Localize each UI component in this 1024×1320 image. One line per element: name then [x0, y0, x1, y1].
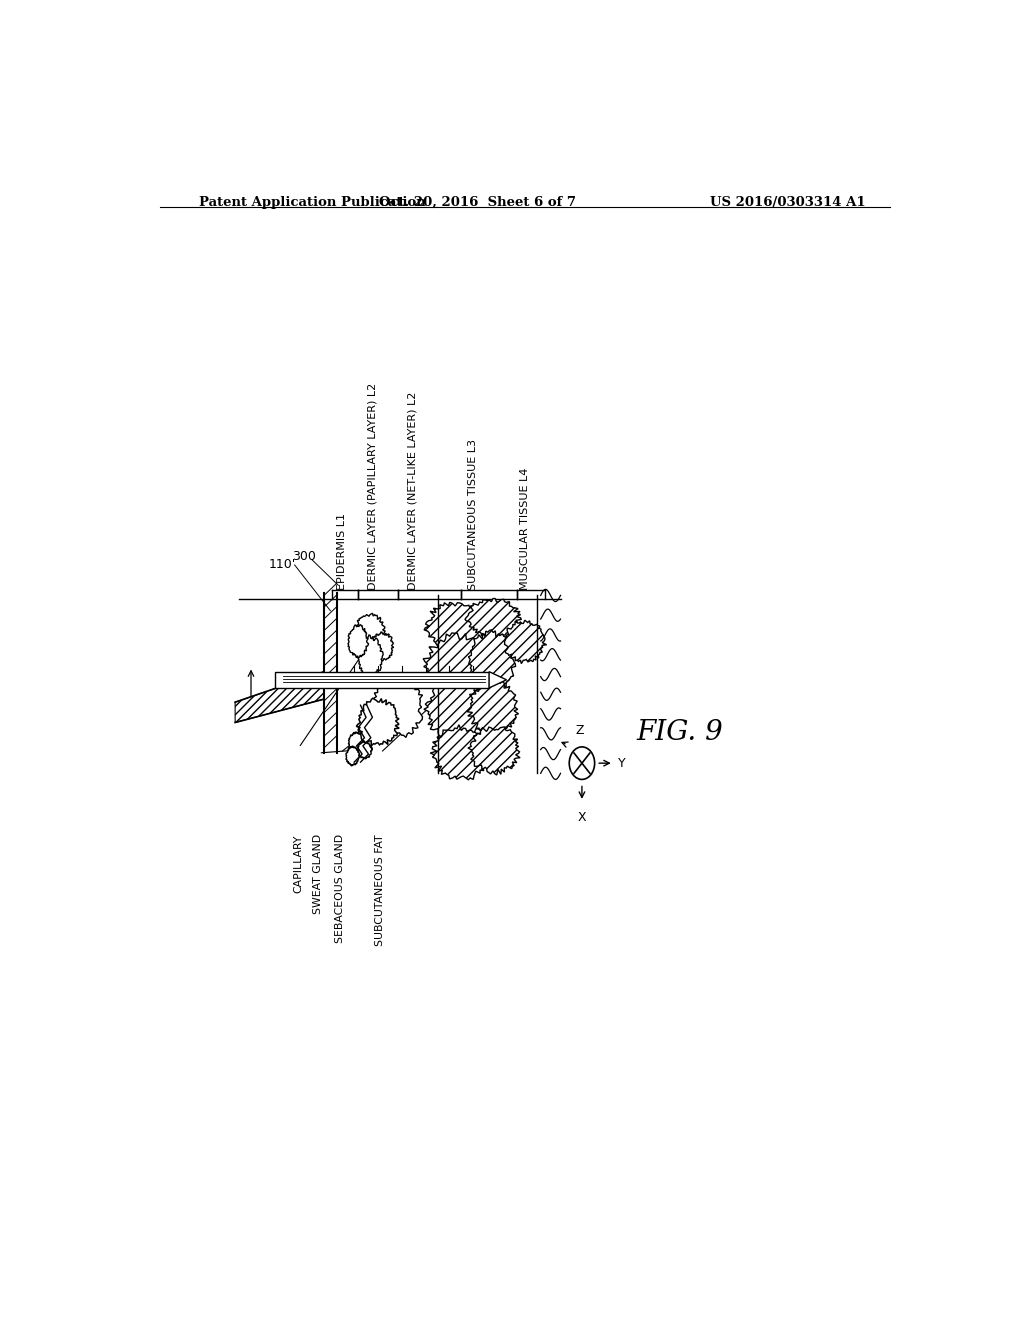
Polygon shape [348, 731, 365, 754]
Polygon shape [424, 602, 489, 651]
Text: FIG. 9: FIG. 9 [636, 719, 723, 746]
Polygon shape [348, 624, 369, 657]
Text: SWEAT GLAND: SWEAT GLAND [313, 834, 324, 915]
Polygon shape [356, 698, 399, 746]
Text: SEBACEOUS GLAND: SEBACEOUS GLAND [335, 834, 345, 944]
Bar [274, 672, 489, 688]
Text: 300: 300 [292, 550, 316, 564]
Polygon shape [465, 598, 521, 638]
Text: DERMIC LAYER (NET-LIKE LAYER) L2: DERMIC LAYER (NET-LIKE LAYER) L2 [408, 392, 417, 590]
Polygon shape [430, 725, 492, 780]
Polygon shape [424, 676, 490, 743]
Text: SUBCUTANEOUS TISSUE L3: SUBCUTANEOUS TISSUE L3 [468, 440, 478, 590]
Text: 110': 110' [269, 558, 296, 572]
Polygon shape [489, 672, 507, 688]
Polygon shape [468, 727, 520, 775]
Text: DERMIC LAYER (PAPILLARY LAYER) L2: DERMIC LAYER (PAPILLARY LAYER) L2 [368, 383, 378, 590]
Text: CAPILLARY: CAPILLARY [294, 834, 304, 892]
Text: MUSCULAR TISSUE L4: MUSCULAR TISSUE L4 [520, 469, 529, 590]
Text: EPIDERMIS L1: EPIDERMIS L1 [337, 513, 347, 590]
Polygon shape [372, 676, 423, 738]
Text: X: X [578, 810, 587, 824]
Text: Patent Application Publication: Patent Application Publication [200, 195, 426, 209]
Polygon shape [370, 632, 394, 661]
Polygon shape [356, 741, 373, 759]
Polygon shape [505, 620, 547, 664]
Polygon shape [423, 634, 492, 700]
Polygon shape [468, 630, 515, 693]
Text: Z: Z [575, 723, 584, 737]
Polygon shape [357, 635, 383, 677]
Text: US 2016/0303314 A1: US 2016/0303314 A1 [711, 195, 866, 209]
Text: Oct. 20, 2016  Sheet 6 of 7: Oct. 20, 2016 Sheet 6 of 7 [379, 195, 575, 209]
Polygon shape [354, 614, 385, 649]
Text: Y: Y [617, 756, 626, 770]
Polygon shape [467, 680, 518, 734]
Polygon shape [346, 746, 359, 766]
Text: SUBCUTANEOUS FAT: SUBCUTANEOUS FAT [376, 834, 385, 946]
